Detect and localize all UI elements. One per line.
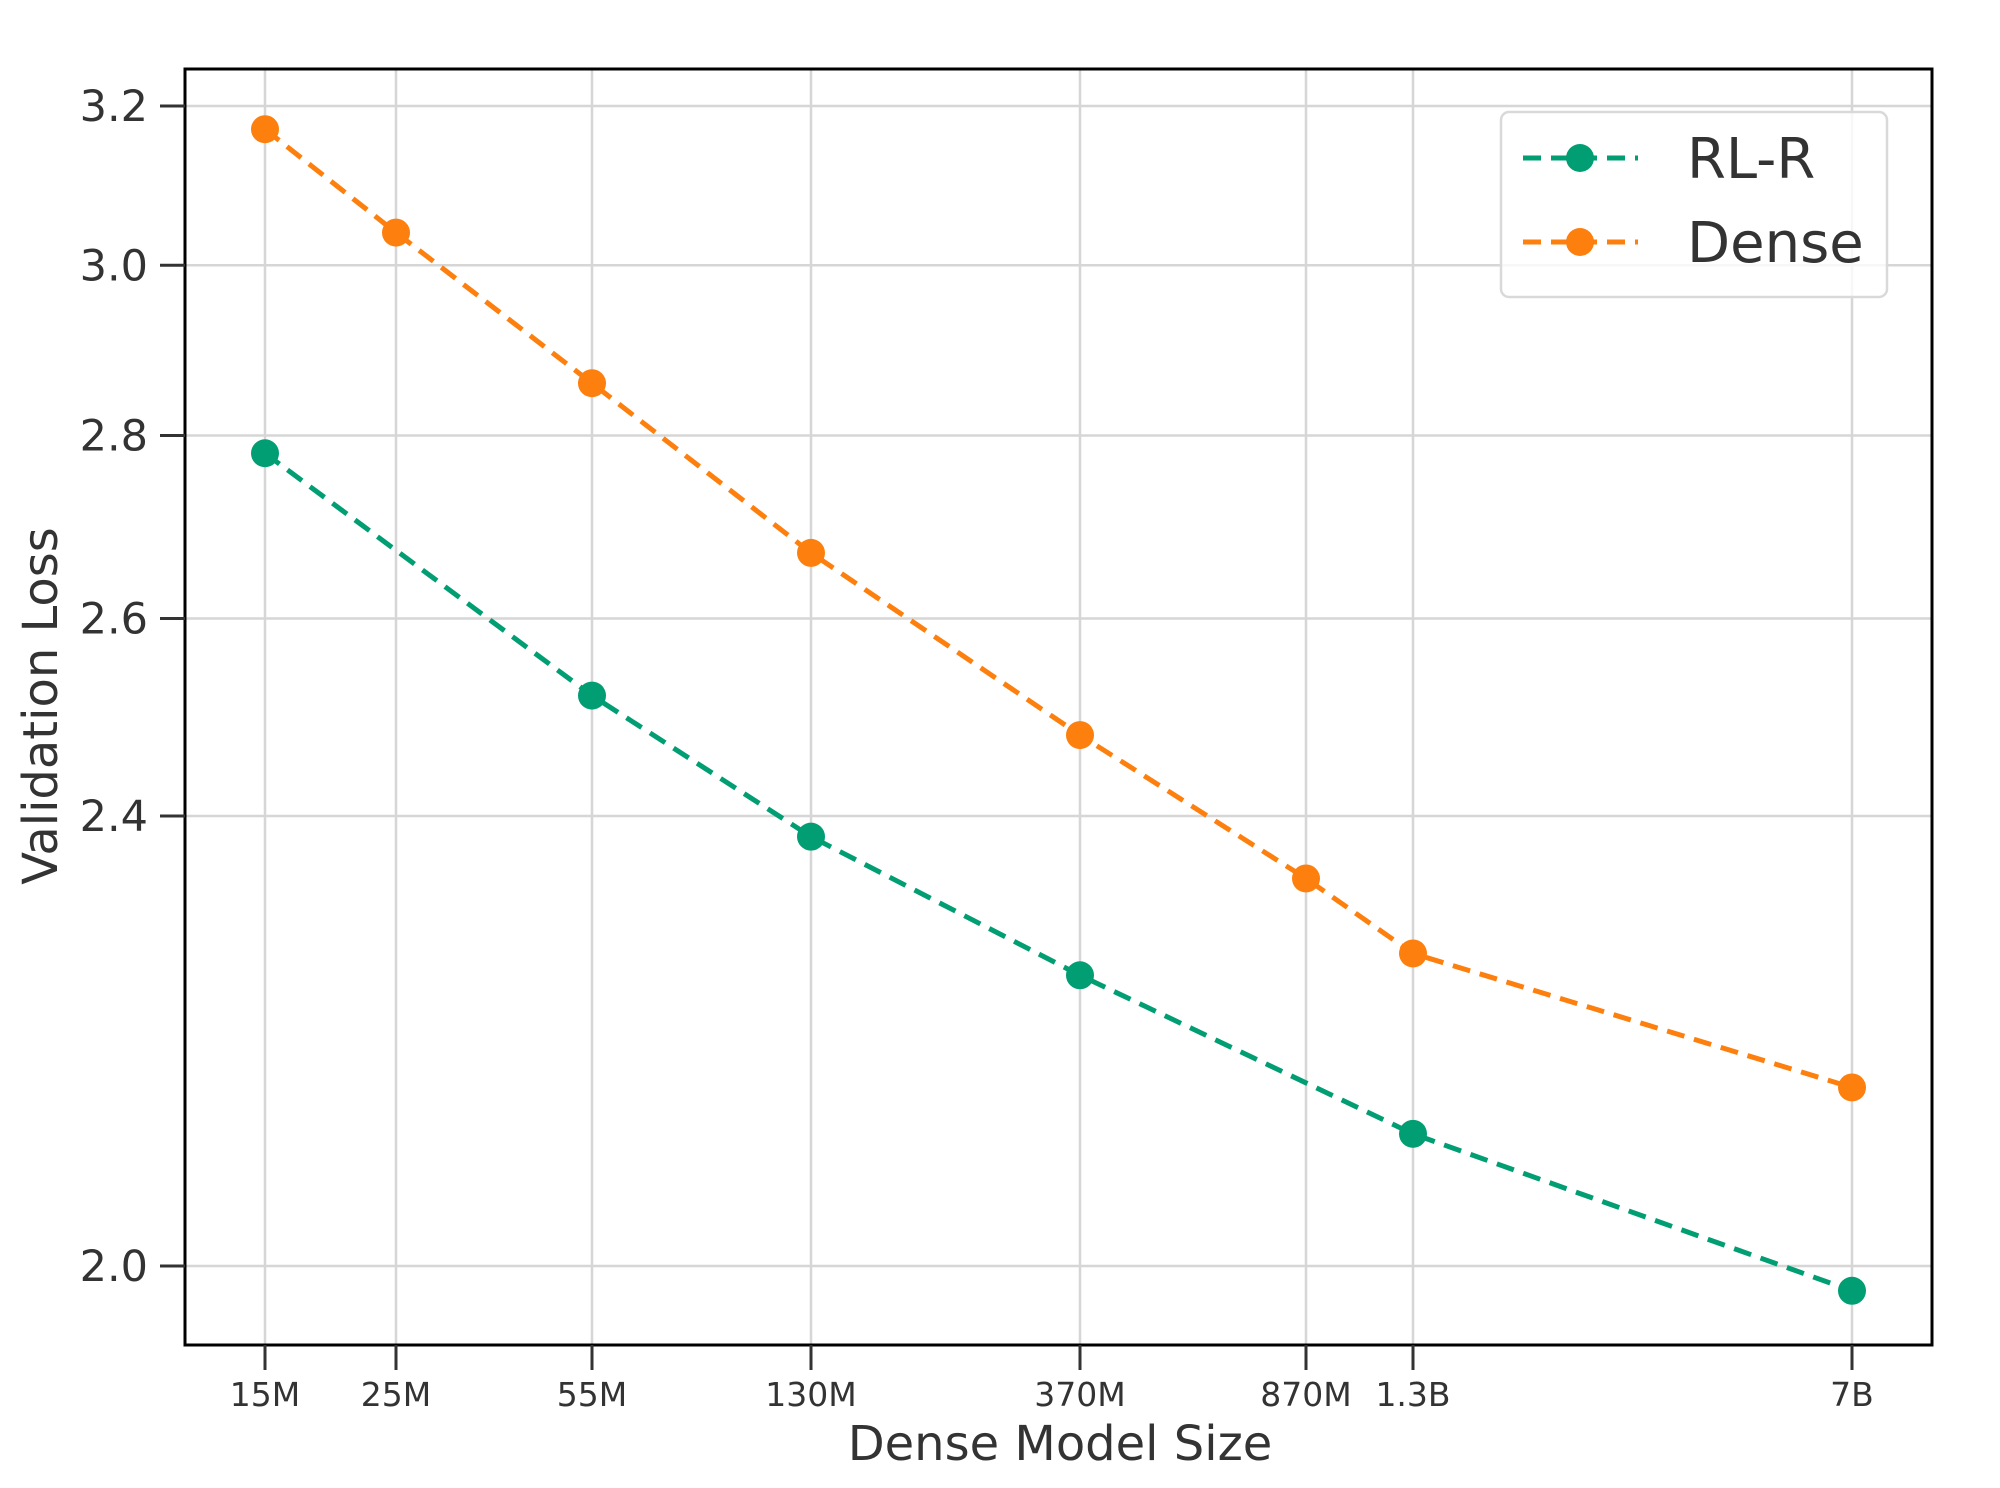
data-point-marker — [1838, 1276, 1866, 1305]
series-group — [251, 115, 1866, 1305]
data-point-marker — [578, 369, 606, 398]
series-rl-r — [251, 439, 1866, 1305]
legend-label: Dense — [1687, 211, 1864, 276]
data-point-marker — [797, 822, 825, 851]
y-tick-label: 2.6 — [80, 594, 148, 644]
x-tick-label: 25M — [361, 1375, 431, 1414]
data-point-marker — [1838, 1073, 1866, 1102]
axes-frame — [183, 67, 1934, 1347]
data-point-marker — [578, 681, 606, 710]
legend-item-dense: Dense — [1523, 211, 1864, 276]
data-point-marker — [251, 115, 279, 144]
x-axis: 15M 25M 55M 130M 370M 870M 1.3B 7B — [230, 1345, 1874, 1414]
data-point-marker — [1066, 721, 1094, 750]
legend-marker-icon — [1566, 144, 1594, 172]
series-line — [263, 451, 1853, 1294]
data-point-marker — [1399, 939, 1427, 968]
x-tick-label: 55M — [557, 1375, 627, 1414]
data-point-marker — [797, 538, 825, 567]
data-point-marker — [1292, 864, 1320, 893]
legend-label: RL-R — [1687, 127, 1815, 192]
series-line — [263, 127, 1853, 1090]
x-tick-label: 15M — [230, 1375, 300, 1414]
x-tick-label: 370M — [1034, 1375, 1125, 1414]
y-axis-title: Validation Loss — [13, 527, 69, 885]
y-tick-label: 2.0 — [80, 1242, 148, 1292]
grid-lines — [185, 69, 1932, 1345]
legend-item-rl-r: RL-R — [1523, 127, 1815, 192]
data-point-marker — [1066, 961, 1094, 990]
y-tick-label: 2.4 — [80, 792, 148, 842]
legend: RL-R Dense — [1499, 110, 1889, 299]
y-tick-label: 2.8 — [80, 412, 148, 462]
x-tick-label: 870M — [1260, 1375, 1351, 1414]
y-tick-label: 3.0 — [80, 241, 148, 291]
x-tick-label: 130M — [765, 1375, 856, 1414]
x-tick-label: 1.3B — [1375, 1375, 1450, 1414]
x-tick-label: 7B — [1830, 1375, 1874, 1414]
data-point-marker — [382, 218, 410, 247]
series-dense — [251, 115, 1866, 1102]
y-axis: 2.0 2.4 2.6 2.8 3.0 3.2 — [80, 82, 185, 1292]
x-axis-title: Dense Model Size — [848, 1416, 1273, 1472]
data-point-marker — [251, 439, 279, 468]
y-tick-label: 3.2 — [80, 82, 148, 132]
legend-box — [1499, 110, 1889, 299]
data-point-marker — [1399, 1119, 1427, 1148]
legend-marker-icon — [1566, 228, 1594, 256]
